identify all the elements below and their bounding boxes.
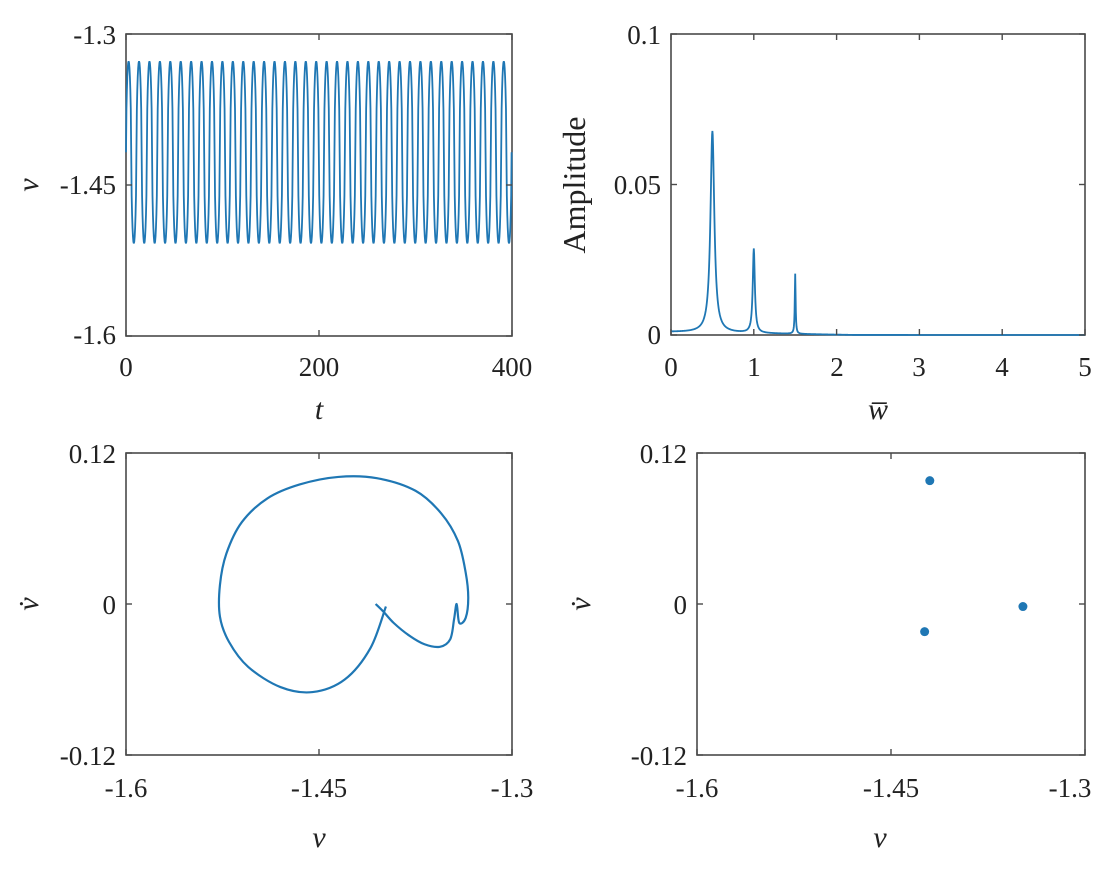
y-tick-label: 0 — [648, 320, 662, 350]
y-tick-label: -0.12 — [60, 741, 116, 771]
y-tick-label: -1.45 — [60, 170, 116, 200]
x-tick-label: 0 — [119, 352, 133, 382]
x-axis-title: t — [315, 393, 324, 426]
y-axis-title: Amplitude — [556, 117, 592, 254]
phase-portrait-panel: 0.12 0 -0.12 -1.6 -1.45 -1.3 v v̇ — [12, 439, 533, 854]
spectrum-panel: 0 0.05 0.1 0 1 2 3 4 5 w̅ Amplitude — [556, 20, 1092, 426]
plot-frame — [696, 452, 1086, 756]
poincare-point — [920, 627, 930, 637]
tick-marks — [696, 452, 1086, 756]
y-tick-label: 0 — [103, 590, 117, 620]
y-tick-label: -1.6 — [73, 320, 116, 350]
spectrum-line — [670, 130, 1085, 336]
phase-portrait-marks — [217, 475, 470, 694]
y-tick-label: -1.3 — [73, 20, 116, 50]
y-tick-label: 0.12 — [640, 439, 687, 469]
y-tick-label: 0 — [674, 590, 688, 620]
x-tick-label: 200 — [299, 352, 340, 382]
x-axis-title: v — [312, 821, 326, 854]
x-tick-label: 1 — [747, 352, 761, 382]
phase-trajectory-line — [217, 475, 470, 694]
tick-marks — [125, 33, 513, 337]
y-tick-label: 0.1 — [627, 20, 661, 50]
x-tick-label: -1.6 — [676, 773, 719, 803]
time-series-marks — [125, 60, 513, 244]
x-tick-label: 2 — [830, 352, 844, 382]
poincare-section-panel: 0.12 0 -0.12 -1.6 -1.45 -1.3 v v̇ — [564, 439, 1091, 854]
y-tick-label: -0.12 — [631, 741, 687, 771]
y-axis-title: v — [12, 178, 45, 192]
poincare-marks — [920, 476, 1028, 637]
tick-marks — [670, 33, 1086, 336]
y-tick-label: 0.12 — [69, 439, 116, 469]
x-tick-label: 3 — [912, 352, 926, 382]
series-line-v — [125, 60, 513, 244]
poincare-point — [1018, 602, 1028, 612]
tick-marks — [125, 452, 513, 756]
x-tick-label: 0 — [664, 352, 678, 382]
y-axis-title: v̇ — [564, 597, 597, 611]
x-tick-label: 4 — [995, 352, 1009, 382]
x-tick-label: 400 — [492, 352, 533, 382]
y-axis-title: v̇ — [12, 597, 45, 611]
x-tick-label: -1.45 — [291, 773, 347, 803]
x-tick-label: 5 — [1078, 352, 1092, 382]
x-axis-title: w̅ — [868, 393, 888, 426]
x-tick-label: -1.45 — [863, 773, 919, 803]
y-tick-label: 0.05 — [614, 170, 661, 200]
x-tick-label: -1.3 — [1049, 773, 1092, 803]
x-tick-label: -1.6 — [105, 773, 148, 803]
spectrum-marks — [670, 130, 1085, 336]
poincare-point — [925, 476, 935, 486]
plot-frame — [670, 33, 1086, 336]
x-tick-label: -1.3 — [491, 773, 534, 803]
x-axis-title: v — [873, 821, 887, 854]
time-series-panel: -1.3 -1.45 -1.6 0 200 400 t v — [12, 20, 532, 426]
plot-frame — [125, 452, 513, 756]
